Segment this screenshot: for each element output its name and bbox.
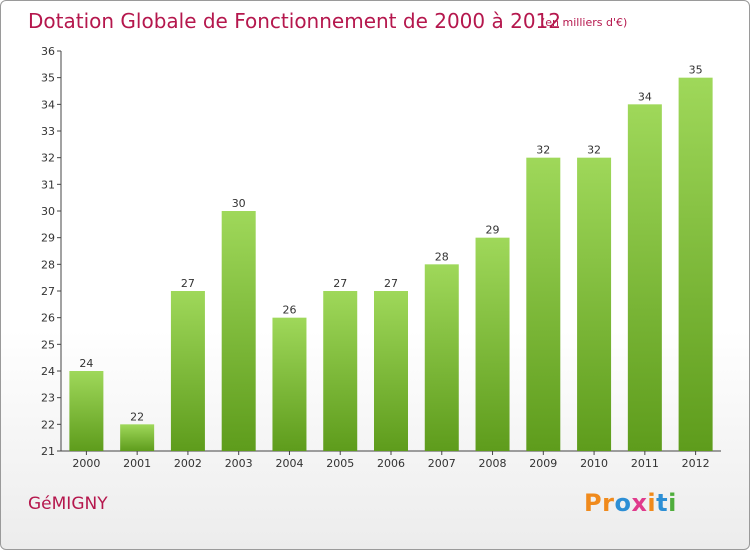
proxiti-logo: Proxiti [584,489,677,517]
data-label: 30 [232,197,246,210]
x-tick-label: 2003 [225,457,253,470]
x-tick-label: 2010 [580,457,608,470]
data-label: 32 [536,144,550,157]
bar [475,237,510,451]
x-tick-label: 2001 [123,457,151,470]
bar [374,291,408,451]
data-label: 35 [689,64,703,77]
x-tick-label: 2000 [72,457,100,470]
data-label: 27 [333,277,347,290]
logo-letter: o [614,489,632,517]
data-label: 22 [130,410,144,423]
data-label: 26 [282,304,296,317]
data-label: 28 [435,250,449,263]
y-tick-label: 29 [41,232,55,245]
y-tick-label: 34 [41,98,55,111]
y-tick-label: 36 [41,45,55,58]
logo-letter: P [584,489,603,517]
y-tick-label: 35 [41,72,55,85]
data-label: 27 [181,277,195,290]
y-tick-label: 23 [41,392,55,405]
logo-letter: t [656,489,669,517]
y-tick-label: 25 [41,338,55,351]
bar [120,424,155,451]
y-tick-label: 22 [41,418,55,431]
bar [627,104,662,451]
bar [678,77,713,452]
bar [221,211,256,451]
bar [526,157,561,451]
y-tick-label: 30 [41,205,55,218]
y-tick-label: 33 [41,125,55,138]
data-label: 34 [638,90,652,103]
commune-name: GéMIGNY [28,494,108,514]
bar [272,317,307,451]
x-tick-label: 2002 [174,457,202,470]
data-label: 24 [79,357,93,370]
bar [69,371,104,451]
y-tick-label: 24 [41,365,55,378]
y-tick-label: 26 [41,312,55,325]
x-tick-label: 2005 [326,457,354,470]
x-tick-label: 2007 [428,457,456,470]
bar [323,291,358,451]
y-tick-label: 31 [41,178,55,191]
y-tick-label: 28 [41,258,55,271]
chart-title: Dotation Globale de Fonctionnement de 20… [28,9,561,33]
bar [170,291,205,451]
bar [577,157,612,451]
x-tick-label: 2008 [479,457,507,470]
data-label: 27 [384,277,398,290]
x-tick-label: 2006 [377,457,405,470]
x-tick-label: 2009 [529,457,557,470]
logo-letter: i [647,489,657,517]
bar [424,264,459,451]
x-tick-label: 2012 [682,457,710,470]
y-tick-label: 32 [41,152,55,165]
chart-unit-note: (en milliers d'€) [541,16,628,29]
logo-letter: i [668,489,677,517]
data-label: 32 [587,144,601,157]
data-label: 29 [486,224,500,237]
x-tick-label: 2011 [631,457,659,470]
x-tick-label: 2004 [275,457,303,470]
y-tick-label: 21 [41,445,55,458]
logo-letter: x [631,489,648,517]
y-tick-label: 27 [41,285,55,298]
logo-letter: r [602,489,615,517]
